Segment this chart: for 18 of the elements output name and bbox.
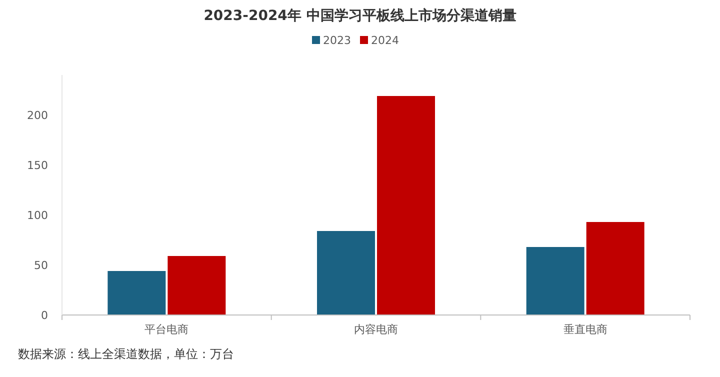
bar: [377, 96, 435, 315]
x-tick-label: 垂直电商: [563, 323, 608, 336]
y-tick-label: 50: [34, 259, 48, 272]
x-tick-label: 平台电商: [144, 323, 189, 336]
x-tick-label: 内容电商: [354, 323, 398, 336]
source-note: 数据来源：线上全渠道数据，单位：万台: [18, 347, 234, 361]
y-tick-label: 200: [27, 109, 48, 122]
y-tick-label: 150: [27, 159, 48, 172]
legend-label: 2023: [323, 34, 351, 47]
chart-title: 2023-2024年 中国学习平板线上市场分渠道销量: [204, 7, 516, 24]
legend-label: 2024: [371, 34, 399, 47]
y-tick-label: 100: [27, 209, 48, 222]
bar: [317, 231, 375, 315]
bar: [168, 256, 226, 315]
bar: [526, 247, 584, 315]
y-tick-label: 0: [41, 309, 48, 322]
bar: [108, 271, 166, 315]
bar: [586, 222, 644, 315]
